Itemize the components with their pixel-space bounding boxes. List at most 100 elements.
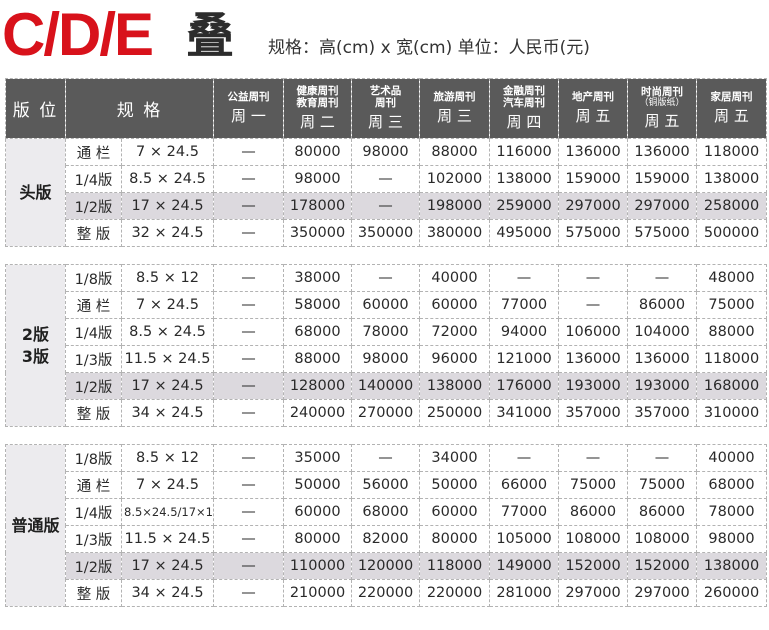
edition-size: 1/2版: [65, 372, 122, 400]
price-cell: 357000: [558, 399, 628, 427]
spec-dimensions: 17 × 24.5: [121, 372, 214, 400]
pub-day: 周 五: [644, 112, 680, 130]
price-cell: —: [627, 444, 697, 472]
price-cell: 86000: [558, 498, 628, 526]
price-cell: 78000: [696, 498, 767, 526]
pub-name: 时尚周刊: [641, 86, 683, 98]
pub-name: 金融周刊: [503, 85, 545, 97]
price-cell: —: [213, 579, 284, 607]
subtitle: 规格：高(cm) x 宽(cm) 单位：人民币(元): [268, 38, 590, 58]
price-cell: —: [351, 264, 420, 292]
price-cell: 176000: [489, 372, 559, 400]
pub-name: 教育周刊: [296, 97, 339, 109]
price-cell: 297000: [558, 192, 628, 220]
price-cell: —: [213, 372, 284, 400]
price-cell: —: [213, 345, 284, 373]
table-row: 1/4版 8.5 × 24.5—68000 78000 72000 94000 10600…: [6, 318, 767, 346]
price-cell: 116000: [489, 138, 559, 166]
price-cell: —: [351, 192, 420, 220]
pub-day: 周 三: [368, 113, 403, 131]
header-pub-6: 时尚周刊 （铜版纸） 周 五: [627, 78, 697, 139]
edition-size: 1/4版: [65, 318, 122, 346]
spec-dimensions: 8.5×24.5/17×12: [121, 498, 214, 526]
spec-dimensions: 11.5 × 24.5: [121, 525, 214, 553]
price-cell: —: [213, 552, 284, 580]
price-cell: —: [351, 165, 420, 193]
price-cell: —: [213, 525, 284, 553]
price-cell: 80000: [419, 525, 490, 553]
edition-size: 通 栏: [65, 471, 122, 499]
spec-dimensions: 11.5 × 24.5: [121, 345, 214, 373]
price-cell: 34000: [419, 444, 490, 472]
price-cell: 136000: [558, 345, 628, 373]
edition-size: 整 版: [65, 399, 122, 427]
price-cell: 193000: [558, 372, 628, 400]
pub-name: 旅游周刊: [433, 91, 476, 103]
price-cell: 178000: [283, 192, 352, 220]
price-cell: —: [213, 192, 284, 220]
price-cell: 68000: [351, 498, 420, 526]
price-cell: 575000: [558, 219, 628, 247]
group-label: 头版: [5, 138, 66, 247]
price-cell: —: [213, 165, 284, 193]
price-cell: 310000: [696, 399, 767, 427]
group-spacer: [5, 426, 767, 445]
price-cell: 128000: [283, 372, 352, 400]
spec-dimensions: 7 × 24.5: [121, 138, 214, 166]
price-cell: 159000: [627, 165, 697, 193]
price-cell: 270000: [351, 399, 420, 427]
price-cell: 106000: [558, 318, 628, 346]
table-row: 普通版 1/8版 8.5 × 12—35000—34000— — —40000: [5, 444, 767, 607]
price-cell: 82000: [351, 525, 420, 553]
header-pub-4: 金融周刊 汽车周刊周 四: [489, 78, 559, 139]
spec-dimensions: 8.5 × 12: [121, 264, 214, 292]
price-cell: 50000: [419, 471, 490, 499]
spec-dimensions: 7 × 24.5: [121, 471, 214, 499]
spec-dimensions: 8.5 × 24.5: [121, 318, 214, 346]
spec-dimensions: 34 × 24.5: [121, 579, 214, 607]
price-cell: 118000: [696, 138, 767, 166]
header-spec: 规 格: [65, 78, 214, 139]
edition-size: 1/3版: [65, 525, 122, 553]
price-cell: 48000: [696, 264, 767, 292]
table-row: 整 版 32 × 24.5—350000 350000 380000 495000 575…: [6, 219, 767, 247]
price-cell: 80000: [283, 138, 352, 166]
price-cell: 220000: [351, 579, 420, 607]
price-cell: 495000: [489, 219, 559, 247]
header-pub-7: 家居周刊周 五: [696, 78, 767, 139]
price-cell: —: [213, 318, 284, 346]
table-row: 1/2版 17 × 24.5—110000 120000 118000 149000 15…: [6, 552, 767, 580]
price-cell: 58000: [283, 291, 352, 319]
price-cell: 75000: [696, 291, 767, 319]
price-cell: 98000: [696, 525, 767, 553]
price-cell: —: [627, 264, 697, 292]
price-cell: 136000: [627, 138, 697, 166]
price-cell: 98000: [351, 345, 420, 373]
price-cell: 168000: [696, 372, 767, 400]
table-row: 1/4版 8.5 × 24.5—98000—102000 138000 159000 1…: [6, 165, 767, 193]
price-cell: 60000: [419, 498, 490, 526]
price-cell: —: [213, 498, 284, 526]
price-cell: 193000: [627, 372, 697, 400]
edition-size: 1/2版: [65, 192, 122, 220]
rate-table: 版 位 规 格 公益周刊周 一健康周刊 教育周刊周 二艺术品 周刊周 三旅游周刊周 …: [5, 78, 767, 607]
price-cell: 78000: [351, 318, 420, 346]
price-cell: 136000: [627, 345, 697, 373]
pub-name: 周刊: [375, 97, 396, 109]
price-cell: —: [213, 444, 284, 472]
pub-name: 汽车周刊: [503, 97, 545, 109]
price-cell: 259000: [489, 192, 559, 220]
price-cell: 98000: [283, 165, 352, 193]
header-pub-0: 公益周刊周 一: [213, 78, 284, 139]
price-cell: 60000: [283, 498, 352, 526]
edition-size: 1/2版: [65, 552, 122, 580]
price-cell: —: [213, 264, 284, 292]
edition-size: 通 栏: [65, 291, 122, 319]
price-cell: 118000: [696, 345, 767, 373]
edition-size: 1/3版: [65, 345, 122, 373]
table-row: 1/2版 17 × 24.5—178000—198000 259000 297000 2…: [6, 192, 767, 220]
price-cell: 152000: [558, 552, 628, 580]
pub-name: 艺术品: [369, 85, 402, 97]
pub-day: 周 五: [575, 107, 611, 125]
